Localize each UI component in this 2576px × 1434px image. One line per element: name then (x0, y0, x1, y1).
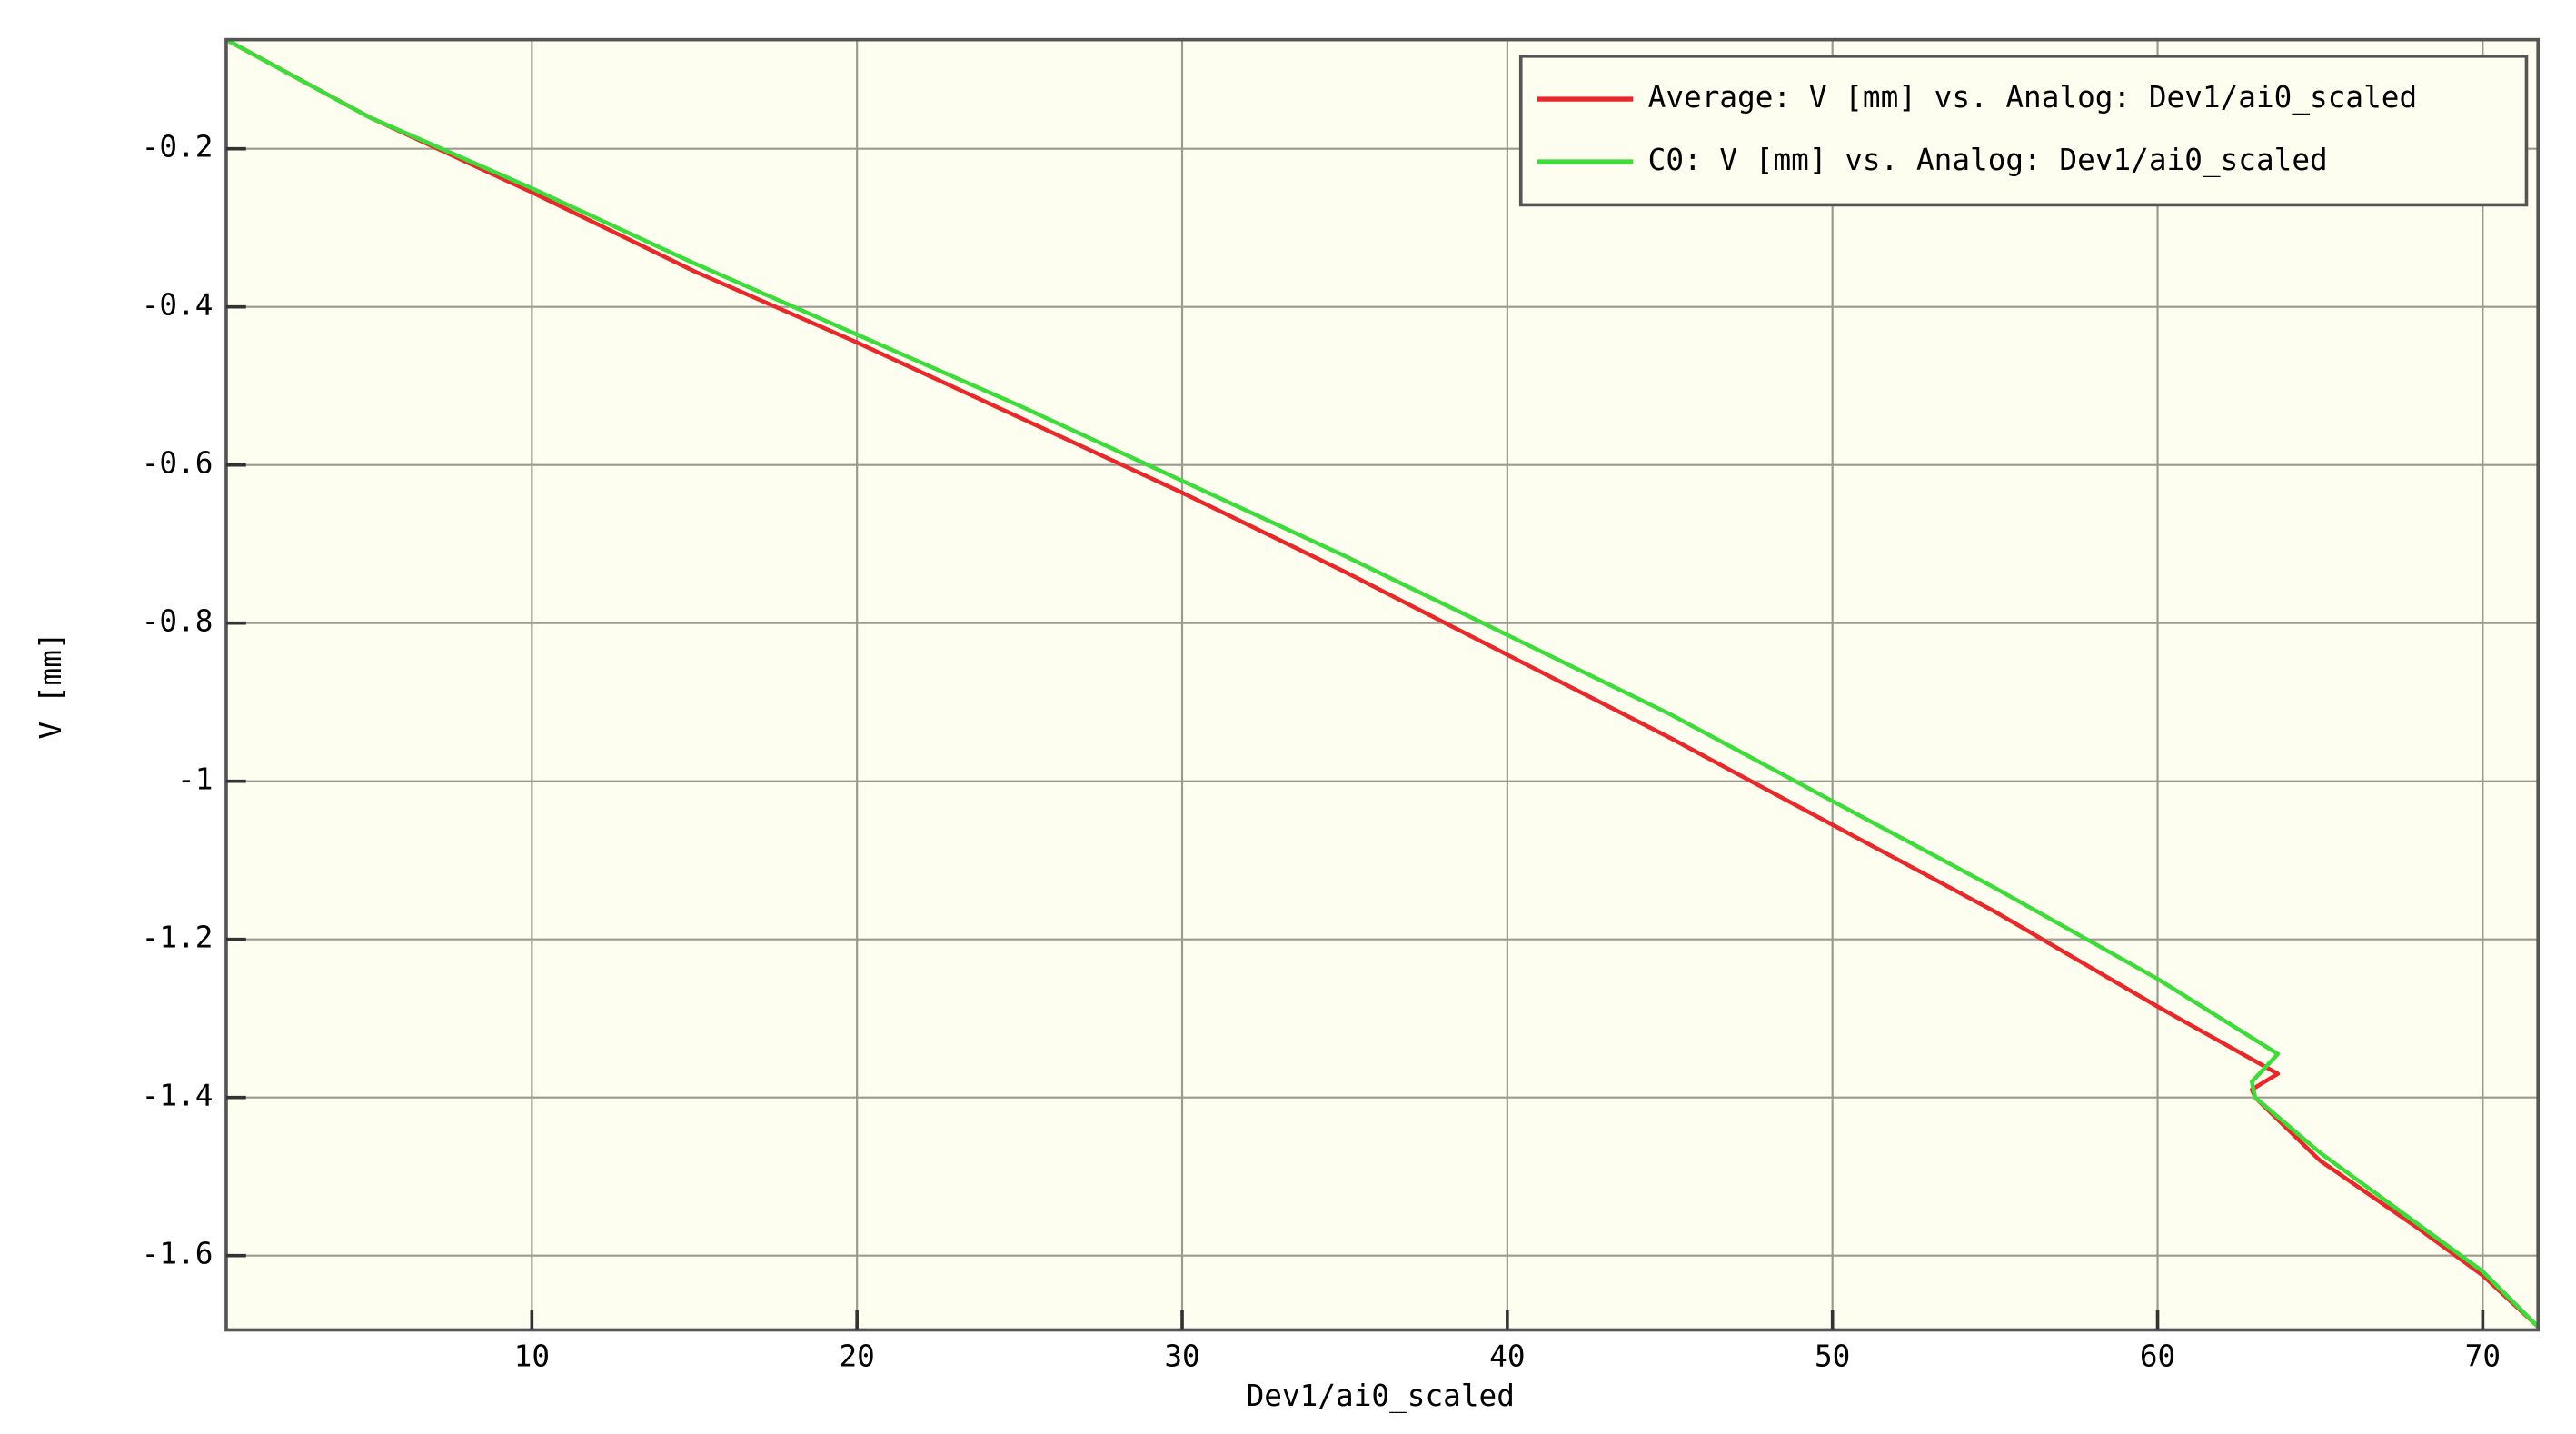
x-tick-label: 30 (1164, 1339, 1199, 1373)
legend: Average: V [mm] vs. Analog: Dev1/ai0_sca… (1518, 54, 2529, 207)
data-line (224, 37, 2540, 1329)
x-tick-label: 70 (2465, 1339, 2501, 1373)
y-tick-label: -1.6 (142, 1237, 214, 1271)
y-axis-label: V [mm] (34, 632, 68, 739)
legend-label: C0: V [mm] vs. Analog: Dev1/ai0_scaled (1648, 143, 2328, 177)
x-tick-label: 40 (1489, 1339, 1525, 1373)
plot-frame (224, 37, 2541, 1332)
ticks: 10 20 30 40 50 60 70 -0.2 -0.4 -0.6 -0.8 -1 -1.2 -1.4… (142, 130, 2501, 1374)
x-tick-label: 10 (514, 1339, 550, 1373)
x-tick-label: 60 (2140, 1339, 2175, 1373)
legend-box (1518, 54, 2529, 207)
y-tick-label: -1.4 (142, 1079, 214, 1113)
y-tick-label: -0.4 (142, 288, 214, 323)
plot-area (225, 39, 2539, 1330)
y-tick-label: -0.8 (142, 604, 214, 639)
lines (224, 37, 2540, 1329)
x-tick-label: 50 (1815, 1339, 1850, 1373)
y-tick-label: -1.2 (142, 921, 214, 955)
y-tick-label: -0.6 (142, 446, 214, 481)
legend-label: Average: V [mm] vs. Analog: Dev1/ai0_sca… (1648, 80, 2417, 115)
x-axis-label: Dev1/ai0_scaled (1247, 1379, 1515, 1413)
grid (225, 39, 2539, 1330)
y-tick-label: -0.2 (142, 130, 214, 164)
data-line (224, 37, 2540, 1329)
x-tick-label: 20 (839, 1339, 874, 1373)
y-tick-label: -1 (177, 762, 213, 797)
